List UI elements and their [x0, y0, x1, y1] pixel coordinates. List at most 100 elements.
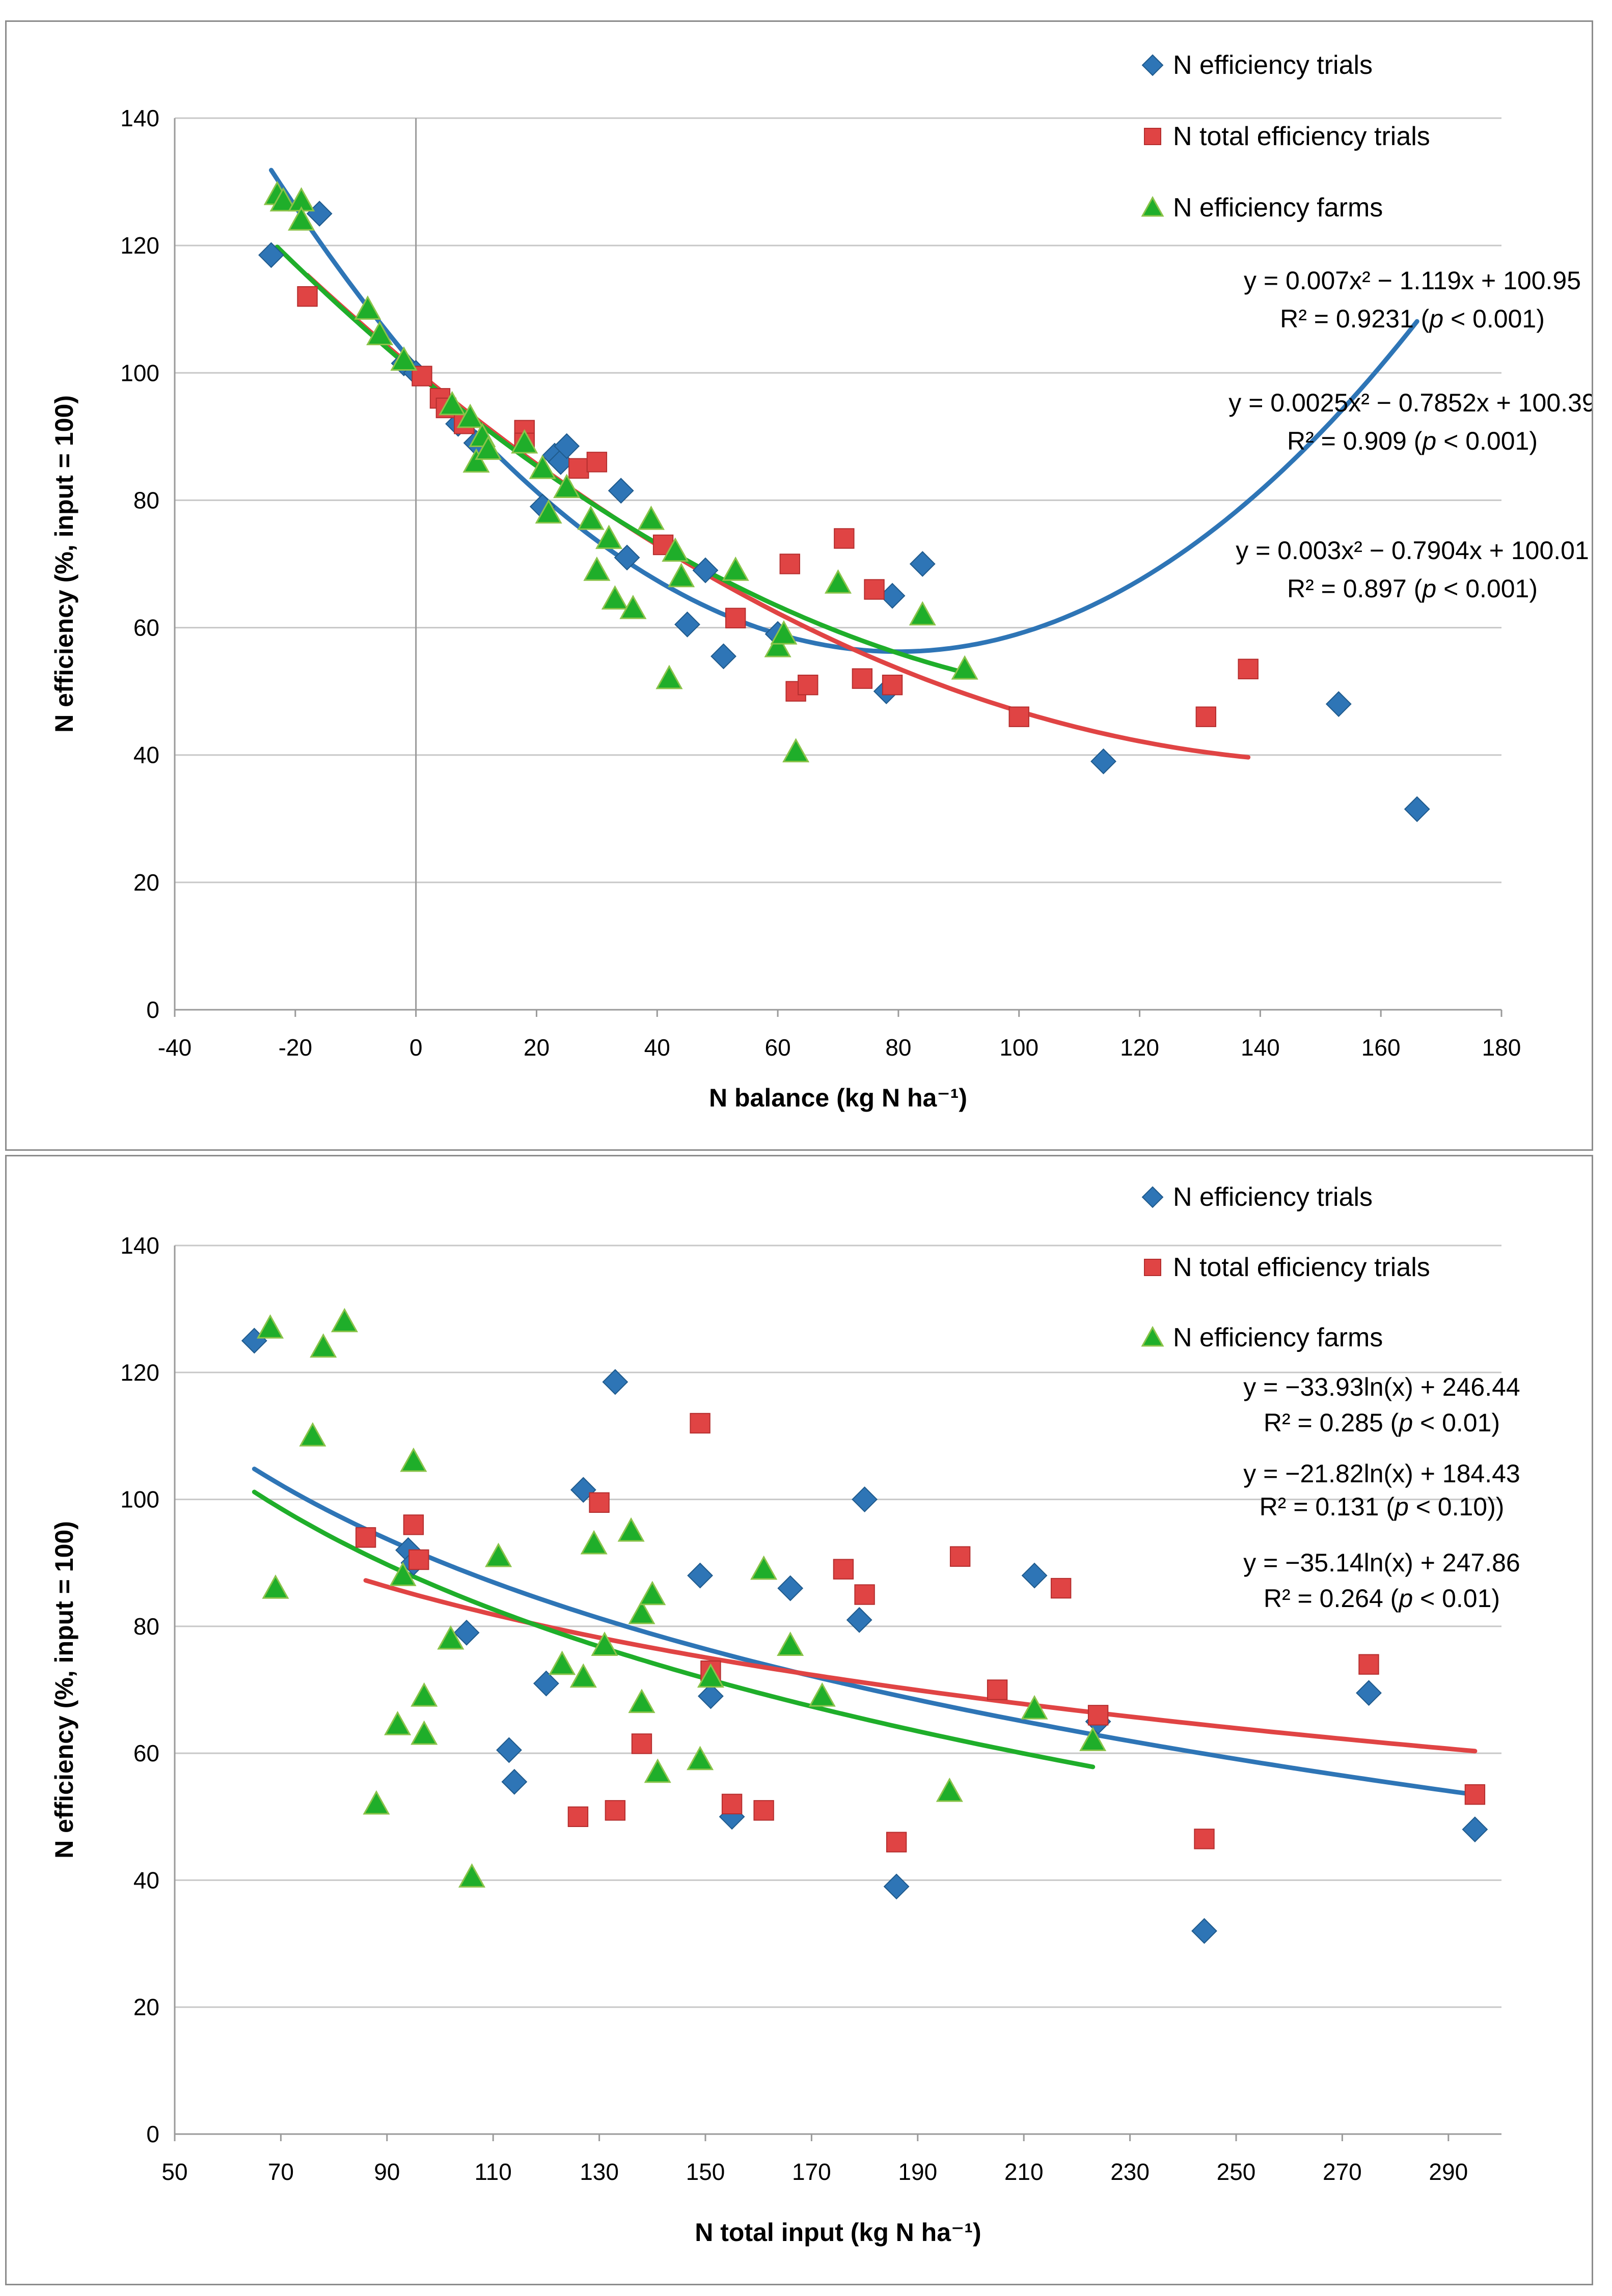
point-n-efficiency-farms [591, 1631, 618, 1656]
point-n-efficiency-farms [475, 435, 502, 460]
point-n-efficiency-farms [549, 1650, 576, 1675]
fit-r-squared: R² = 0.9231 (p < 0.001) [1280, 305, 1545, 333]
point-n-efficiency-farms [366, 321, 394, 345]
point-n-efficiency-trials [602, 1369, 629, 1395]
x-tick-label: 60 [765, 1034, 791, 1061]
p-value: < 0.001) [1436, 574, 1538, 603]
point-n-efficiency-farms [750, 1555, 778, 1580]
point-n-total-efficiency-trials [631, 1733, 652, 1754]
point-n-efficiency-farms [485, 1542, 512, 1567]
x-tick-label: 250 [1217, 2159, 1256, 2185]
x-tick-label: 110 [475, 2159, 512, 2185]
legend-marker-n-total-efficiency-trials [1144, 128, 1161, 145]
point-n-efficiency-trials [698, 1683, 724, 1709]
point-n-efficiency-farms [662, 537, 689, 562]
point-n-efficiency-farms [400, 1447, 427, 1472]
y-tick-label: 20 [133, 869, 159, 896]
point-n-efficiency-farms [1079, 1727, 1107, 1751]
legend-label-n-total-efficiency-trials: N total efficiency trials [1173, 1253, 1430, 1282]
point-n-efficiency-farms [529, 454, 556, 479]
x-tick-label: 190 [898, 2159, 937, 2185]
point-n-efficiency-farms [257, 1314, 284, 1339]
point-n-total-efficiency-trials [605, 1800, 626, 1821]
point-n-total-efficiency-trials [721, 1793, 743, 1815]
point-n-efficiency-farms [668, 563, 695, 588]
point-n-efficiency-trials [614, 544, 640, 571]
x-tick-label: 50 [161, 2159, 187, 2185]
fit-equation: y = −35.14ln(x) + 247.86 [1243, 1548, 1520, 1577]
p-value: < 0.001) [1443, 305, 1545, 333]
point-n-efficiency-farms [577, 505, 605, 530]
y-tick-label: 60 [133, 615, 159, 641]
y-tick-label: 80 [133, 487, 159, 513]
point-n-efficiency-trials [554, 433, 580, 459]
p-value: < 0.01) [1413, 1584, 1500, 1613]
point-n-total-efficiency-trials [297, 286, 318, 307]
p-symbol: p [1421, 574, 1436, 603]
legend-label-n-efficiency-farms: N efficiency farms [1173, 193, 1383, 223]
point-n-total-efficiency-trials [589, 1492, 610, 1513]
point-n-efficiency-trials [692, 557, 719, 584]
point-n-total-efficiency-trials [1195, 706, 1216, 727]
point-n-efficiency-farms [687, 1746, 714, 1771]
x-tick-label: 90 [374, 2159, 400, 2185]
point-n-efficiency-trials [1021, 1562, 1048, 1589]
trendline-n-total-efficiency-trials [363, 1578, 1478, 1754]
x-axis-title: N balance (kg N ha⁻¹) [709, 1084, 967, 1112]
point-n-efficiency-farms [411, 1720, 438, 1745]
point-n-efficiency-farms [462, 448, 490, 473]
legend-marker-n-efficiency-trials [1141, 54, 1164, 76]
point-n-total-efficiency-trials [725, 607, 746, 629]
point-n-efficiency-farms [269, 187, 297, 212]
y-tick-label: 40 [133, 1867, 159, 1893]
fit-r-squared: R² = 0.897 (p < 0.001) [1287, 574, 1538, 603]
point-n-total-efficiency-trials [864, 579, 885, 600]
point-n-efficiency-trials [453, 1619, 480, 1646]
point-n-total-efficiency-trials [852, 668, 873, 689]
x-tick-label: -40 [158, 1034, 192, 1061]
point-n-total-efficiency-trials [854, 1584, 875, 1605]
n-balance-scatter-chart: 0 20 40 60 80 100 120 140 -40 -20 0 20 40 60 80 100 120 1… [50, 50, 1592, 1112]
trendline-n-efficiency-trials [252, 1467, 1478, 1797]
x-tick-label: 230 [1110, 2159, 1150, 2185]
point-n-total-efficiency-trials [1464, 1784, 1486, 1805]
y-tick-label: 80 [133, 1613, 159, 1640]
x-tick-label: 40 [644, 1034, 670, 1061]
point-n-total-efficiency-trials [355, 1527, 376, 1548]
point-n-efficiency-farms [655, 665, 683, 689]
point-n-total-efficiency-trials [690, 1413, 711, 1434]
y-tick-label: 20 [133, 1994, 159, 2021]
point-n-total-efficiency-trials [568, 458, 589, 479]
point-n-total-efficiency-trials [949, 1546, 971, 1567]
point-n-efficiency-farms [299, 1422, 326, 1447]
fit-r-squared: R² = 0.131 (p < 0.10)) [1260, 1492, 1505, 1521]
point-n-efficiency-farms [354, 295, 381, 320]
point-n-total-efficiency-trials [882, 674, 903, 696]
fit-r-squared: R² = 0.285 (p < 0.01) [1264, 1408, 1500, 1437]
point-n-efficiency-trials [883, 1873, 910, 1900]
p-value: < 0.10)) [1409, 1492, 1505, 1521]
r-squared-value: R² = 0.285 ( [1264, 1408, 1399, 1437]
point-n-total-efficiency-trials [833, 1559, 854, 1580]
point-n-total-efficiency-trials [1358, 1654, 1379, 1675]
y-axis-title: N efficiency (%, input = 100) [50, 395, 78, 733]
point-n-efficiency-farms [617, 1517, 645, 1542]
x-tick-label: 140 [1241, 1034, 1280, 1061]
point-n-total-efficiency-trials [834, 528, 855, 549]
point-n-efficiency-farms [456, 403, 484, 428]
point-n-efficiency-farms [262, 1574, 289, 1599]
point-n-efficiency-farms [951, 655, 978, 680]
point-n-efficiency-farms [384, 1710, 412, 1735]
point-n-efficiency-farms [569, 1663, 597, 1688]
point-n-total-efficiency-trials [987, 1679, 1008, 1700]
point-n-efficiency-farms [389, 1562, 417, 1586]
point-n-efficiency-farms [535, 499, 562, 524]
legend-marker-n-efficiency-farms [1141, 196, 1164, 217]
point-n-efficiency-trials [1462, 1816, 1488, 1843]
point-n-efficiency-trials [258, 242, 284, 268]
point-n-efficiency-farms [580, 1530, 608, 1555]
point-n-efficiency-trials [1090, 748, 1116, 774]
point-n-efficiency-farms [437, 1625, 465, 1650]
point-n-efficiency-farms [439, 391, 466, 416]
point-n-efficiency-farms [595, 524, 623, 549]
